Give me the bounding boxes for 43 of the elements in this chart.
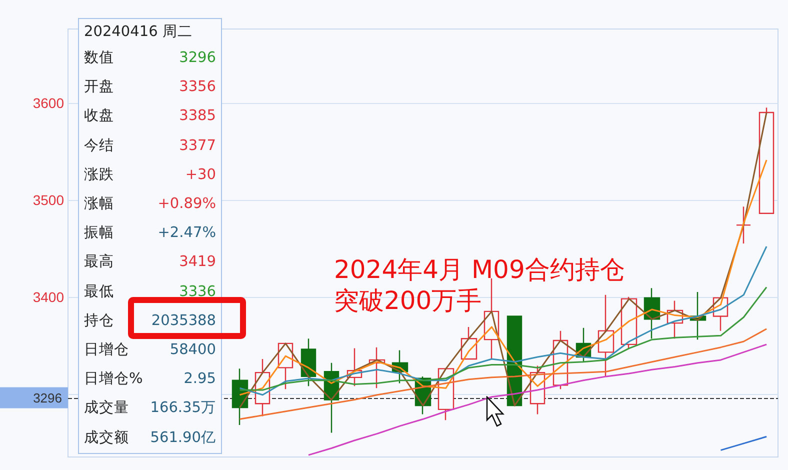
- annotation: 开盘: [84, 78, 114, 98]
- annotation: 2035388: [151, 312, 216, 331]
- line-series: [239, 286, 768, 391]
- line-series: [239, 112, 768, 408]
- y-tick-label: 3400: [32, 288, 64, 305]
- annotation: 振幅: [84, 224, 114, 244]
- annotation: 日增仓%: [84, 370, 143, 390]
- annotation: 持仓: [84, 312, 114, 331]
- annotation: 3377: [179, 136, 216, 156]
- annotation: 20240416 周二: [84, 23, 194, 42]
- annotation: 最高: [84, 252, 114, 272]
- ref-line-label: 3296: [33, 390, 62, 406]
- annotation: 166.35万: [150, 399, 216, 418]
- annotation: 涨跌: [84, 166, 114, 185]
- annotation: +30: [185, 166, 216, 185]
- annotation: +0.89%: [158, 195, 216, 214]
- annotation: 3296: [179, 49, 216, 68]
- annotation: 最低: [84, 282, 114, 302]
- annotation: 2.95: [184, 370, 216, 390]
- line-series: [239, 159, 768, 396]
- annotation: 3419: [179, 253, 216, 272]
- line-series: [239, 246, 768, 396]
- annotation: 58400: [170, 341, 216, 360]
- candlestick: [758, 107, 774, 214]
- annotation: 数值: [84, 49, 114, 68]
- y-tick-label: 3600: [32, 94, 64, 111]
- line-series: [239, 328, 768, 420]
- annotation: 成交额: [84, 428, 129, 448]
- candlestick: [736, 206, 752, 244]
- annotation: 3336: [179, 282, 216, 302]
- annotation: 3356: [179, 78, 216, 98]
- annotation: 突破200万手: [334, 285, 483, 316]
- y-tick-label: 3500: [32, 192, 64, 208]
- annotation: 今结: [84, 136, 114, 156]
- line-series: [308, 344, 768, 456]
- annotation: 3385: [179, 107, 216, 126]
- annotation: 成交量: [84, 398, 129, 418]
- annotation: 日增仓: [84, 341, 129, 360]
- annotation: 561.90亿: [150, 428, 216, 448]
- annotation: 收盘: [84, 107, 114, 126]
- annotation: 涨幅: [84, 195, 114, 214]
- annotation: +2.47%: [158, 224, 216, 244]
- annotation: 2024年4月 M09合约持仓: [334, 254, 625, 285]
